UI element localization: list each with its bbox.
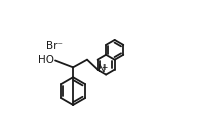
Text: HO: HO (38, 55, 54, 65)
Text: Br⁻: Br⁻ (46, 41, 63, 51)
Text: +: + (100, 63, 107, 72)
Text: N: N (98, 64, 105, 74)
